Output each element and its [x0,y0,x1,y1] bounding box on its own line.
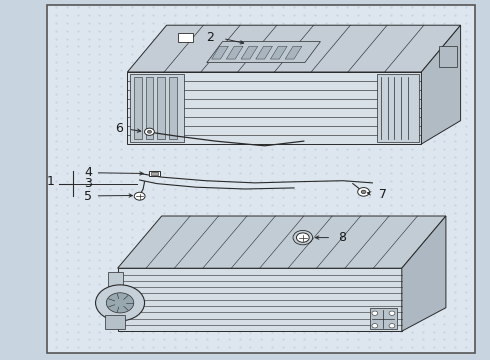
Text: 3: 3 [84,177,92,190]
Polygon shape [146,77,153,139]
Polygon shape [178,32,193,41]
Polygon shape [105,315,125,329]
Circle shape [358,188,369,196]
Polygon shape [108,272,122,326]
Polygon shape [421,25,461,144]
Circle shape [296,233,309,242]
Polygon shape [130,74,184,142]
Circle shape [147,130,151,133]
Polygon shape [256,46,272,59]
Polygon shape [207,41,320,63]
Text: 4: 4 [84,166,92,179]
Text: 1: 1 [47,175,55,188]
Circle shape [361,190,366,194]
Text: 8: 8 [338,231,346,244]
Bar [47,5,475,353]
Polygon shape [134,77,142,139]
Circle shape [134,192,145,200]
Polygon shape [285,46,302,59]
Bar [150,172,158,175]
Polygon shape [169,77,177,139]
Polygon shape [212,46,228,59]
Polygon shape [118,216,446,268]
Polygon shape [127,72,421,144]
Circle shape [372,324,378,328]
Polygon shape [270,46,287,59]
Circle shape [106,293,134,313]
Circle shape [145,128,154,135]
Circle shape [389,324,395,328]
Polygon shape [370,308,397,329]
Polygon shape [377,74,419,142]
Text: 6: 6 [116,122,123,135]
Text: 2: 2 [206,31,214,44]
Polygon shape [157,77,165,139]
Circle shape [372,311,378,315]
Bar [149,171,160,176]
Polygon shape [241,46,258,59]
Circle shape [96,285,145,321]
Polygon shape [439,46,457,67]
Polygon shape [118,268,402,331]
Circle shape [389,311,395,315]
Polygon shape [402,216,446,331]
Polygon shape [226,46,243,59]
Text: 7: 7 [379,188,387,201]
Polygon shape [127,25,461,72]
Text: 5: 5 [84,190,92,203]
